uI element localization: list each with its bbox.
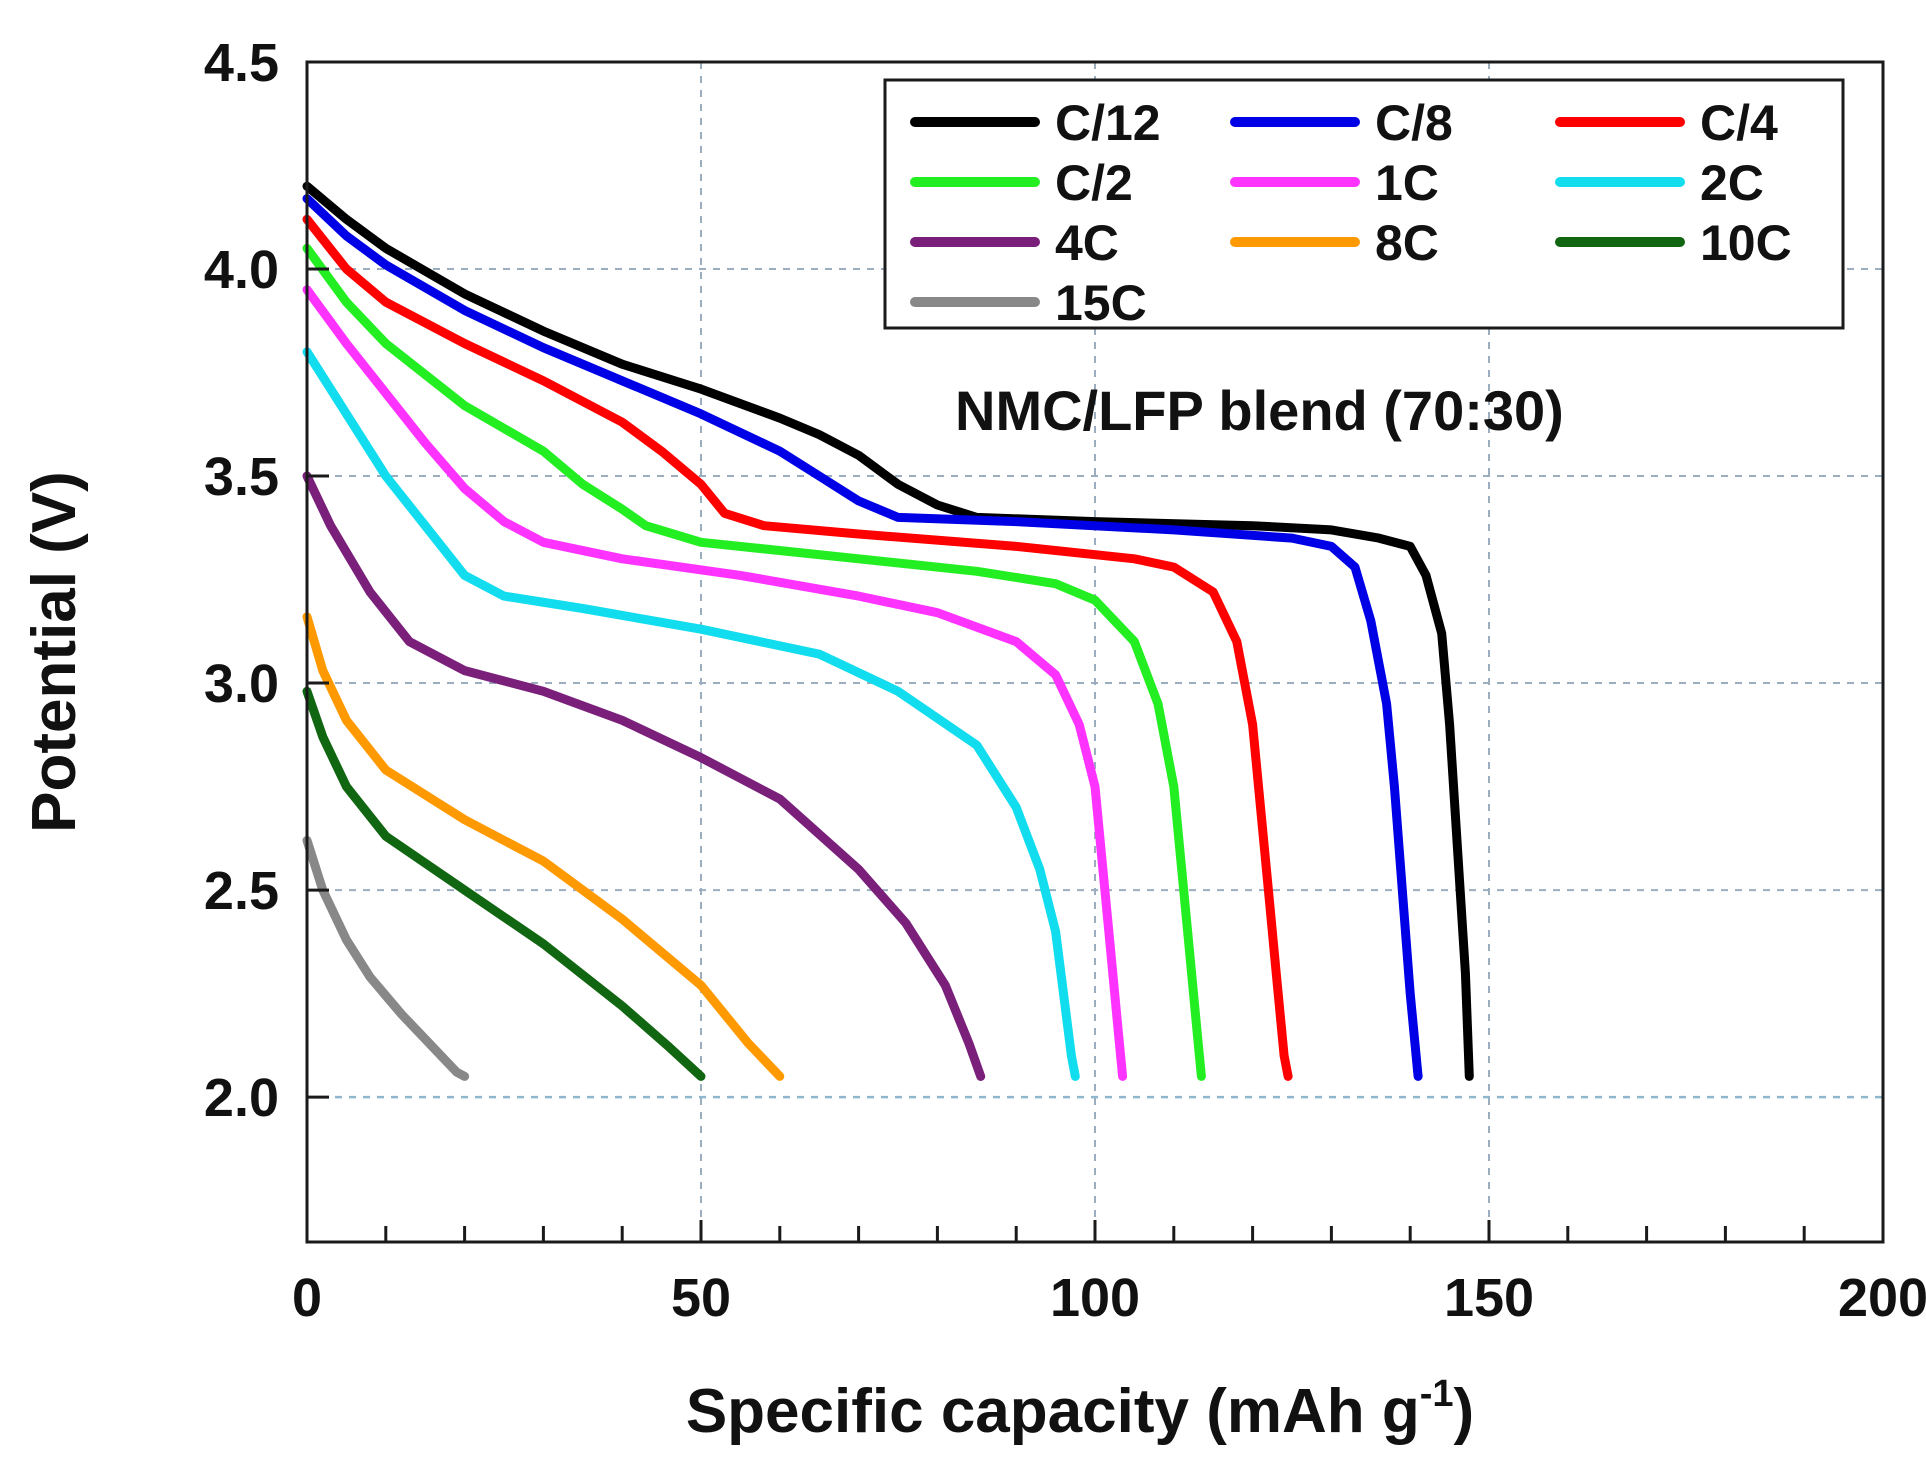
x-tick-label-100: 100 <box>1050 1268 1140 1328</box>
x-axis-label-main: Specific capacity (mAh g <box>686 1377 1420 1446</box>
y-tick-label-3-5: 3.5 <box>204 447 279 507</box>
y-axis-label: Potential (V) <box>20 471 89 833</box>
series-line-15c <box>302 835 470 1081</box>
series-line-c-2 <box>302 243 1206 1081</box>
legend-label-15c: 15C <box>1055 275 1147 331</box>
series-line-2c <box>302 347 1080 1081</box>
series-lines <box>302 181 1474 1081</box>
y-tick-label-4-0: 4.0 <box>204 240 279 300</box>
chart-annotation: NMC/LFP blend (70:30) <box>955 379 1564 442</box>
x-axis-label-suffix: ) <box>1454 1377 1475 1446</box>
x-tick-label-150: 150 <box>1444 1268 1534 1328</box>
x-tick-label-0: 0 <box>292 1268 322 1328</box>
legend-label-1c: 1C <box>1375 155 1439 211</box>
ticks: 0 50 100 150 200 2.0 2.5 3.0 3.5 4.0 4.5 <box>204 33 1926 1328</box>
legend: C/12 C/8 C/4 C/2 1C 2C 4C 8C 10C 15C <box>883 78 1845 331</box>
legend-label-c-4: C/4 <box>1700 95 1778 151</box>
series-line-10c <box>302 686 706 1081</box>
x-tick-label-200: 200 <box>1838 1268 1926 1328</box>
series-line-4c <box>302 471 986 1081</box>
series-line-1c <box>302 285 1128 1081</box>
legend-label-c-2: C/2 <box>1055 155 1133 211</box>
legend-label-2c: 2C <box>1700 155 1764 211</box>
x-tick-label-50: 50 <box>671 1268 731 1328</box>
series-line-c-12 <box>302 181 1474 1081</box>
series-line-c-8 <box>302 194 1423 1081</box>
y-tick-label-4-5: 4.5 <box>204 33 279 93</box>
y-tick-label-3-0: 3.0 <box>204 654 279 714</box>
legend-label-c-8: C/8 <box>1375 95 1453 151</box>
y-tick-label-2-5: 2.5 <box>204 861 279 921</box>
x-axis-label: Specific capacity (mAh g-1) <box>686 1373 1474 1446</box>
series-line-c-4 <box>302 214 1293 1081</box>
x-axis-label-superscript: -1 <box>1420 1373 1454 1415</box>
legend-label-4c: 4C <box>1055 215 1119 271</box>
legend-label-8c: 8C <box>1375 215 1439 271</box>
series-line-8c <box>302 612 785 1081</box>
legend-label-c-12: C/12 <box>1055 95 1161 151</box>
legend-label-10c: 10C <box>1700 215 1792 271</box>
y-tick-label-2-0: 2.0 <box>204 1068 279 1128</box>
